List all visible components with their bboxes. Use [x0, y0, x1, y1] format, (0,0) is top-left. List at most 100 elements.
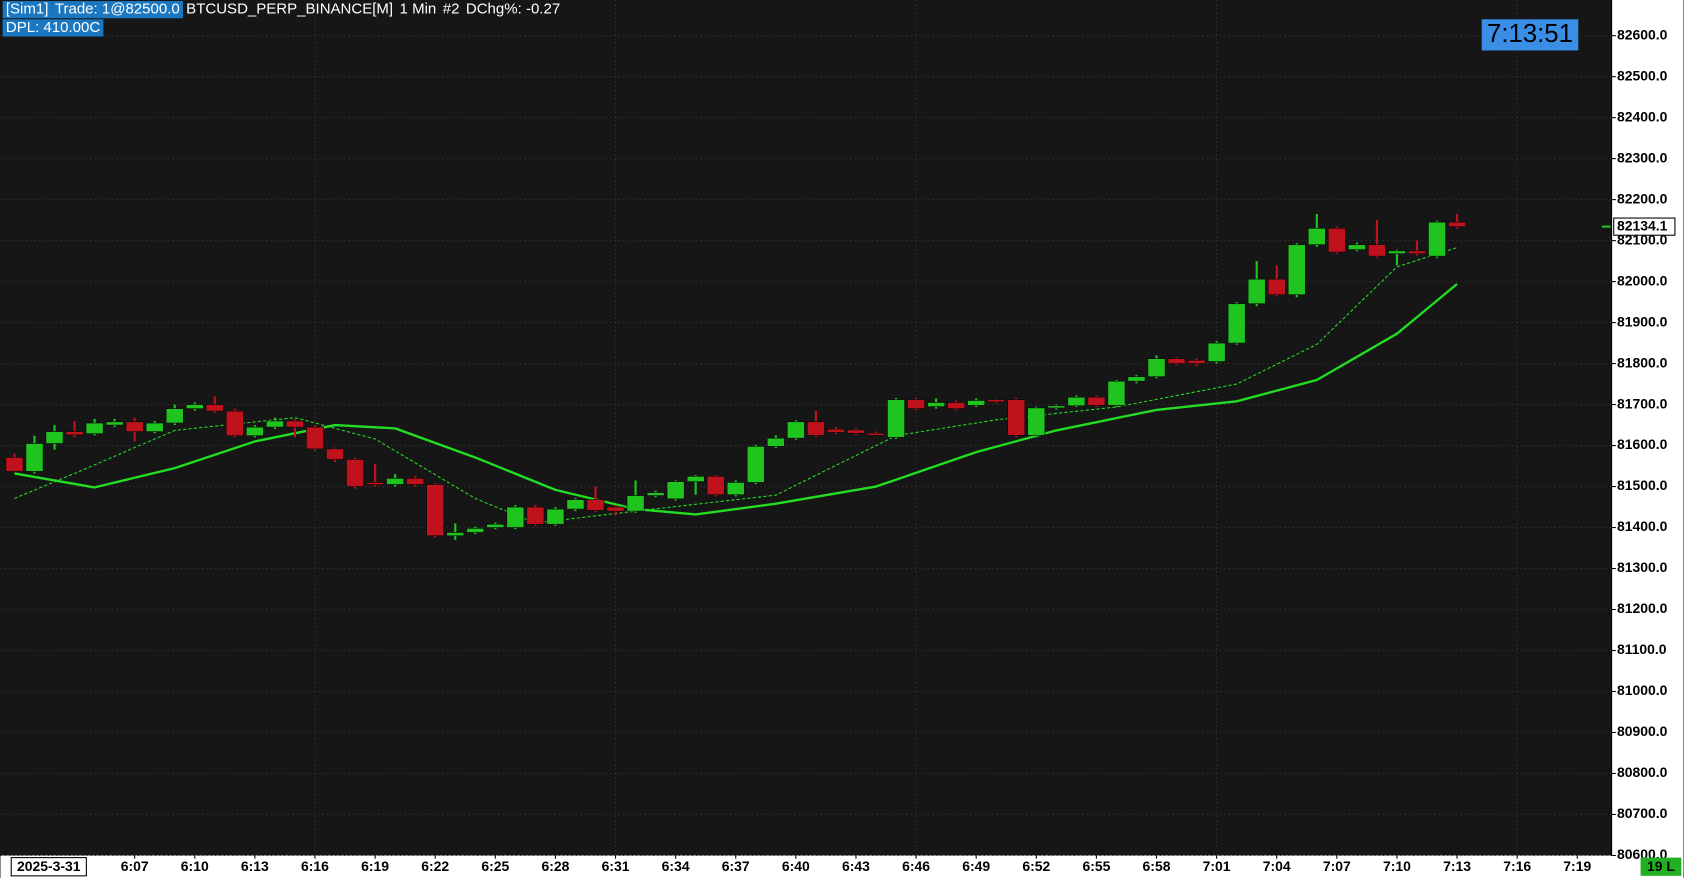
candle-body: [326, 448, 344, 460]
candle-body: [766, 437, 785, 447]
chart-number-label: #2: [443, 1, 460, 18]
y-tick-label: 81900.0: [1617, 313, 1668, 329]
candle-body: [566, 499, 585, 510]
candle-body: [85, 422, 104, 434]
candle-body: [1127, 376, 1146, 382]
candle-body: [125, 421, 144, 432]
x-tick-label: 6:46: [902, 858, 930, 874]
y-tick-label: 81700.0: [1617, 395, 1668, 411]
candle-body: [1067, 396, 1086, 407]
y-tick-label: 81000.0: [1617, 682, 1668, 698]
candle-body: [847, 429, 865, 434]
candle-body: [65, 431, 84, 436]
candle-body: [306, 426, 324, 450]
candle-body: [1087, 396, 1106, 406]
y-tick-label: 81200.0: [1617, 600, 1668, 616]
x-tick-label: 6:19: [361, 858, 389, 874]
candle-body: [1027, 407, 1046, 436]
x-tick-label: 6:52: [1022, 858, 1050, 874]
candle-body: [145, 422, 164, 432]
y-tick-label: 80800.0: [1617, 764, 1668, 780]
dpl-label: DPL: 410.00C: [6, 19, 100, 36]
candle-body: [867, 432, 885, 436]
candle-body: [506, 506, 525, 528]
candle-body: [1327, 227, 1346, 253]
candle-body: [5, 457, 24, 472]
candle-body: [1368, 244, 1386, 257]
candle-body: [1307, 227, 1326, 246]
candle-body: [1287, 244, 1306, 296]
candle-body: [927, 402, 946, 407]
x-tick-label: 6:31: [602, 858, 630, 874]
y-tick-label: 82600.0: [1617, 26, 1668, 42]
clock: 7:13:51: [1487, 20, 1573, 48]
candle-body: [1388, 250, 1406, 255]
candle-body: [1147, 358, 1166, 378]
candle-body: [786, 421, 805, 439]
candle-body: [887, 399, 905, 438]
candle-body: [987, 399, 1006, 403]
candle-body: [706, 475, 725, 496]
x-tick-label: 7:13: [1443, 858, 1471, 874]
candle-body: [245, 426, 264, 437]
candle-body: [626, 495, 645, 512]
y-tick-label: 82300.0: [1617, 149, 1668, 165]
x-tick-label: 7:16: [1503, 858, 1531, 874]
y-tick-label: 81100.0: [1617, 641, 1667, 657]
y-tick-label: 81500.0: [1617, 477, 1668, 493]
x-tick-label: 6:58: [1143, 858, 1171, 874]
last-price-label: 82134.1: [1617, 217, 1668, 233]
candle-body: [1408, 250, 1426, 255]
candle-body: [947, 402, 966, 409]
candle-body: [666, 481, 685, 500]
price-axis-panel: [1611, 0, 1684, 878]
y-tick-label: 81600.0: [1617, 436, 1668, 452]
candle-body: [1107, 380, 1126, 406]
x-tick-label: 6:34: [662, 858, 690, 874]
date-bg: [10, 857, 87, 877]
y-tick-label: 80900.0: [1617, 723, 1668, 739]
trade-label-bg: [51, 1, 183, 19]
candle-body: [827, 428, 845, 433]
candle-body: [1187, 359, 1206, 364]
candle-body: [967, 400, 986, 406]
x-tick-label: 6:13: [241, 858, 269, 874]
candle-body: [346, 459, 364, 487]
x-tick-label: 6:37: [722, 858, 750, 874]
candle-body: [1448, 221, 1466, 227]
candle-body: [686, 475, 705, 482]
dpl-label-bg: [2, 19, 104, 37]
x-tick-label: 7:19: [1563, 858, 1591, 874]
candle-body: [907, 399, 925, 409]
x-tick-label: 6:28: [541, 858, 569, 874]
candle-body: [606, 506, 625, 512]
y-tick-label: 81800.0: [1617, 354, 1668, 370]
candle-body: [45, 431, 64, 444]
grid: [0, 0, 1612, 856]
x-tick-label: 7:10: [1383, 858, 1411, 874]
interval-label: 1 Min: [400, 1, 437, 18]
trade-label: Trade: 1@82500.0: [55, 1, 180, 18]
x-tick-label: 6:10: [181, 858, 209, 874]
indicator-line: [14, 247, 1458, 524]
date-label: 2025-3-31: [17, 858, 81, 874]
candle-body: [1428, 221, 1446, 257]
candle-body: [225, 410, 244, 437]
candle-body: [286, 420, 304, 428]
candle-body: [1167, 358, 1186, 364]
candle-body: [165, 408, 184, 424]
candle-body: [426, 484, 445, 537]
x-tick-label: 6:22: [421, 858, 449, 874]
x-tick-label: 7:01: [1203, 858, 1231, 874]
candle-body: [1267, 278, 1286, 296]
candle-body: [546, 508, 565, 525]
header: [Sim1] Trade: 1@82500.0 BTCUSD_PERP_BINANC…: [2, 1, 1579, 51]
change-label: DChg%: -0.27: [466, 1, 560, 18]
candle-body: [266, 420, 284, 428]
x-tick-label: 6:40: [782, 858, 810, 874]
candle-body: [1247, 278, 1266, 305]
x-tick-label: 6:43: [842, 858, 870, 874]
candle-body: [806, 421, 825, 436]
y-tick-label: 82500.0: [1617, 67, 1668, 83]
